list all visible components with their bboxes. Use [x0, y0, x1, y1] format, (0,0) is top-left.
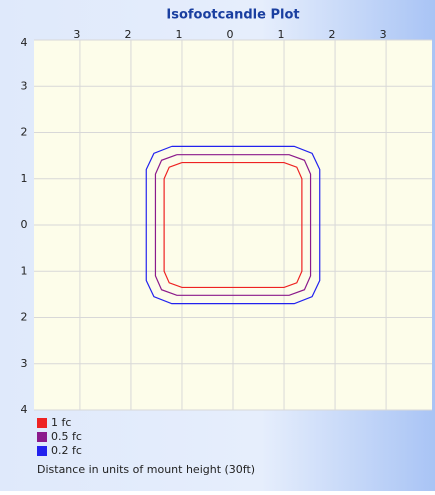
x-tick-label: 1: [278, 28, 285, 41]
x-tick-label: 3: [73, 28, 80, 41]
chart-title: Isofootcandle Plot: [166, 8, 299, 23]
contour-line: [163, 161, 303, 289]
y-tick-label: 3: [21, 79, 28, 92]
x-tick-label: 3: [380, 28, 387, 41]
legend-label: 1 fc: [51, 416, 71, 429]
x-tick-label: 2: [124, 28, 131, 41]
contour-line: [145, 145, 321, 305]
y-tick-label: 3: [21, 357, 28, 370]
y-tick-label: 4: [21, 36, 28, 49]
legend-label: 0.2 fc: [51, 444, 82, 457]
legend-swatch: [37, 418, 47, 428]
y-tick-label: 4: [21, 403, 28, 416]
legend-swatch: [37, 432, 47, 442]
y-tick-label: 2: [21, 126, 28, 139]
x-tick-label: 2: [329, 28, 336, 41]
legend-swatch: [37, 446, 47, 456]
y-tick-label: 2: [21, 311, 28, 324]
y-tick-label: 1: [21, 264, 28, 277]
legend-label: 0.5 fc: [51, 430, 82, 443]
axis-note: Distance in units of mount height (30ft): [37, 463, 255, 476]
y-tick-label: 1: [21, 172, 28, 185]
contour-line: [154, 154, 312, 296]
y-tick-label: 0: [21, 218, 28, 231]
x-tick-label: 1: [175, 28, 182, 41]
x-tick-label: 0: [227, 28, 234, 41]
